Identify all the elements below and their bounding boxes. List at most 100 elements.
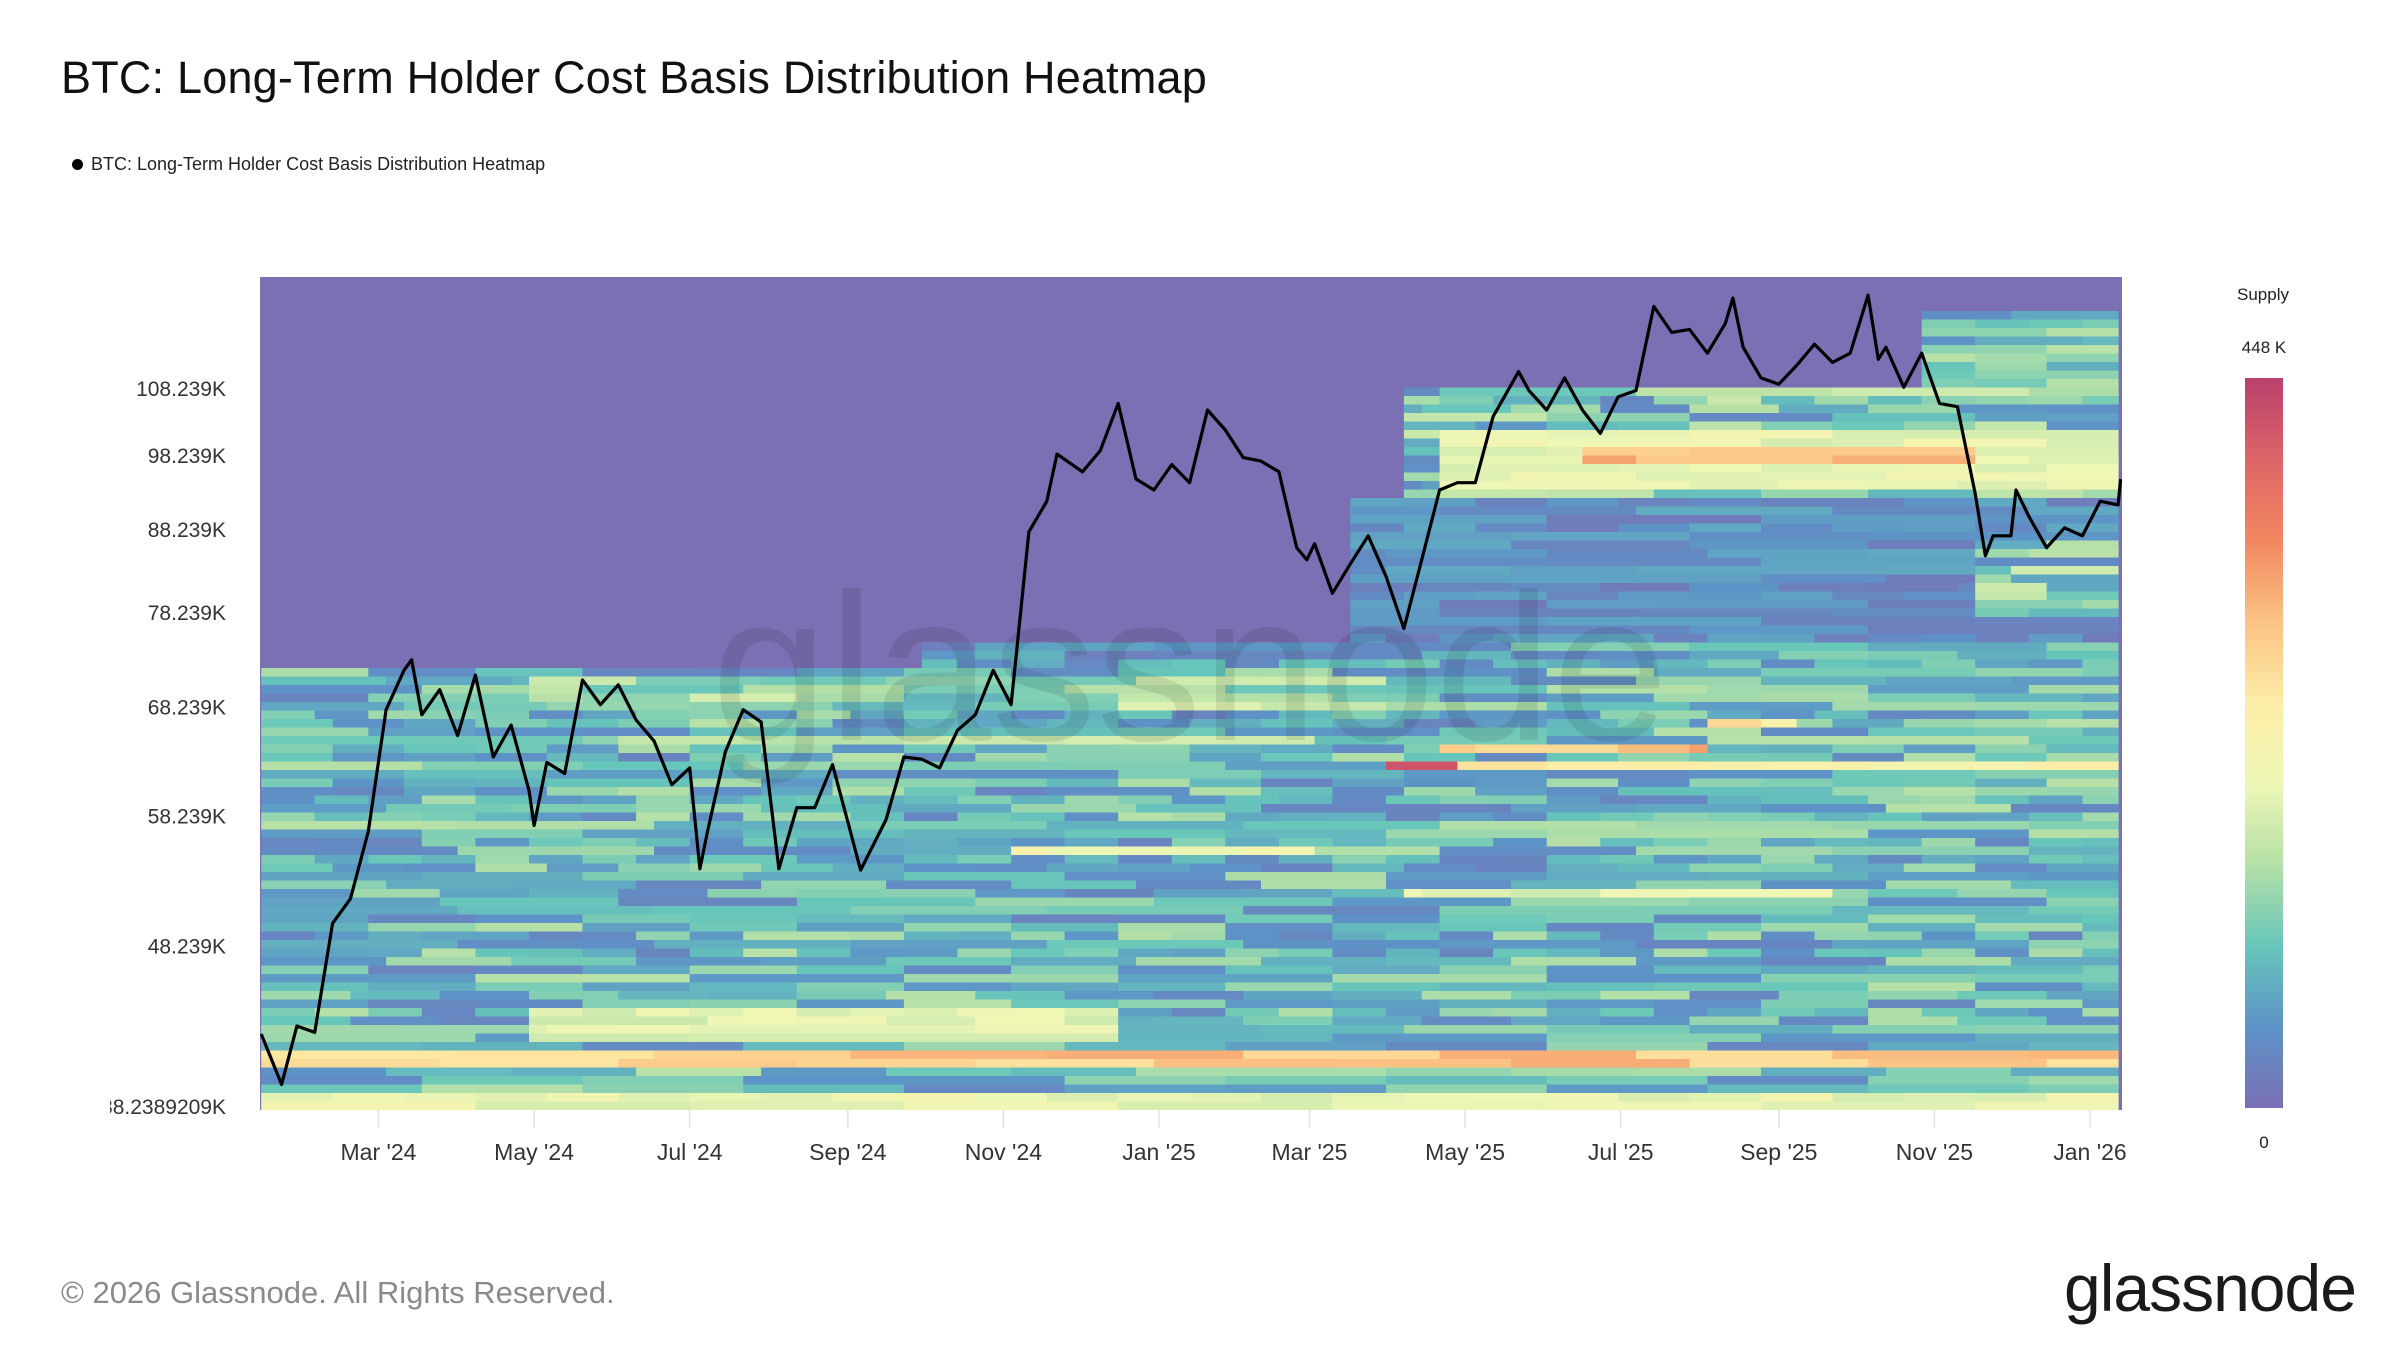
heatmap-cell <box>1975 914 2083 924</box>
heatmap-cell <box>1225 1008 1280 1017</box>
heatmap-cell <box>475 1008 530 1017</box>
heatmap-cell <box>1546 1033 1762 1043</box>
heatmap-cell <box>1814 948 1869 958</box>
heatmap-cell <box>1921 795 1976 805</box>
heatmap-cell <box>2028 634 2083 643</box>
heatmap-cell <box>1439 923 1548 932</box>
heatmap-cell <box>903 719 976 728</box>
heatmap-cell <box>1332 863 1405 873</box>
heatmap-cell <box>421 872 584 881</box>
heatmap-cell <box>618 778 691 788</box>
y-tick-label: 88.239K <box>148 519 226 542</box>
heatmap-cell <box>1618 863 1691 873</box>
heatmap-cell <box>1118 719 1191 728</box>
heatmap-cell <box>1832 889 1869 898</box>
heatmap-cell <box>1546 430 1691 439</box>
heatmap-cell <box>1957 481 2048 490</box>
heatmap-cell <box>1814 812 1869 822</box>
heatmap-cell <box>1975 608 2030 618</box>
heatmap-cell <box>261 1101 477 1110</box>
heatmap-cell <box>332 863 405 873</box>
heatmap-cell <box>475 812 530 822</box>
heatmap-cell <box>1921 812 1976 822</box>
heatmap-cell <box>1832 506 2030 516</box>
heatmap-cell <box>1761 855 1816 864</box>
heatmap-cell <box>850 1008 905 1017</box>
heatmap-cell <box>2082 965 2119 975</box>
heatmap-cell <box>957 812 1012 822</box>
x-tick-label: Sep '24 <box>809 1139 886 1165</box>
heatmap-cell <box>1546 668 1655 677</box>
heatmap-cell <box>1475 464 1548 473</box>
heatmap-cell <box>1136 880 1262 890</box>
heatmap-cell <box>1689 1093 1762 1102</box>
heatmap-cell <box>796 897 976 907</box>
heatmap-cell <box>903 1084 1066 1094</box>
heatmap-cell <box>1653 668 1762 677</box>
heatmap-cell <box>1832 421 1905 431</box>
heatmap-cell <box>689 668 798 677</box>
heatmap-cell <box>1707 659 1762 669</box>
heatmap-cell <box>743 736 905 745</box>
heatmap-cell <box>2046 642 2119 652</box>
heatmap-cell <box>1885 957 2012 966</box>
heatmap-cell <box>886 957 1012 966</box>
heatmap-cell <box>475 1101 691 1110</box>
heatmap-cell <box>404 770 548 779</box>
heatmap-cell <box>1868 685 2030 694</box>
heatmap-cell <box>1689 498 1762 507</box>
heatmap-cell <box>404 719 476 728</box>
heatmap-cell <box>1832 940 2030 949</box>
heatmap-cell <box>439 991 530 1000</box>
heatmap-cell <box>1011 931 1066 941</box>
heatmap-cell <box>261 676 387 686</box>
heatmap-cell <box>1761 693 1869 703</box>
heatmap-cell <box>1386 1008 1441 1017</box>
heatmap-cell <box>654 846 851 856</box>
heatmap-cell <box>1921 319 1976 329</box>
heatmap-cell <box>689 948 744 958</box>
heatmap-cell <box>743 812 798 822</box>
heatmap-cell <box>1868 761 2030 771</box>
heatmap-cell <box>1403 438 1441 448</box>
heatmap-cell <box>1761 965 1869 975</box>
heatmap-cell <box>261 965 369 975</box>
heatmap-cell <box>475 948 530 958</box>
heatmap-cell <box>1332 855 1387 864</box>
heatmap-cell <box>261 906 459 915</box>
heatmap-cell <box>1761 523 1833 533</box>
heatmap-cell <box>1689 523 1762 533</box>
heatmap-cell <box>2082 600 2119 609</box>
heatmap-cell <box>2028 846 2119 856</box>
heatmap-cell <box>1439 846 1637 856</box>
heatmap-cell <box>1546 523 1619 533</box>
heatmap-cell <box>2010 472 2119 482</box>
heatmap-cell <box>1903 523 1976 533</box>
legend-item[interactable]: BTC: Long-Term Holder Cost Basis Distrib… <box>72 154 545 175</box>
heatmap-cell <box>618 787 691 796</box>
heatmap-cell <box>1064 931 1119 941</box>
heatmap-cell <box>1011 795 1066 805</box>
x-tick-label: May '24 <box>494 1139 574 1165</box>
heatmap-cell <box>1011 668 1119 677</box>
heatmap-cell <box>1314 846 1441 856</box>
heatmap-cell <box>1761 591 1833 601</box>
heatmap-cell <box>1225 982 1333 992</box>
heatmap-cell <box>1707 872 1869 881</box>
heatmap-cell <box>1761 421 1833 431</box>
heatmap-cell <box>1600 634 1655 643</box>
heatmap-cell <box>975 642 1155 652</box>
heatmap-cell <box>1189 744 1262 754</box>
heatmap-cell <box>1868 693 1976 703</box>
heatmap-cell <box>1761 396 1816 405</box>
heatmap-cell <box>1546 1084 1708 1094</box>
heatmap-cell <box>1171 948 1226 958</box>
heatmap-cell <box>975 719 1048 728</box>
heatmap-cell <box>529 693 584 703</box>
heatmap-cell <box>903 965 1012 975</box>
heatmap-cell <box>1403 753 1476 762</box>
heatmap-cell <box>1618 591 1691 601</box>
heatmap-cell <box>832 702 976 711</box>
heatmap-cell <box>1546 557 1762 567</box>
